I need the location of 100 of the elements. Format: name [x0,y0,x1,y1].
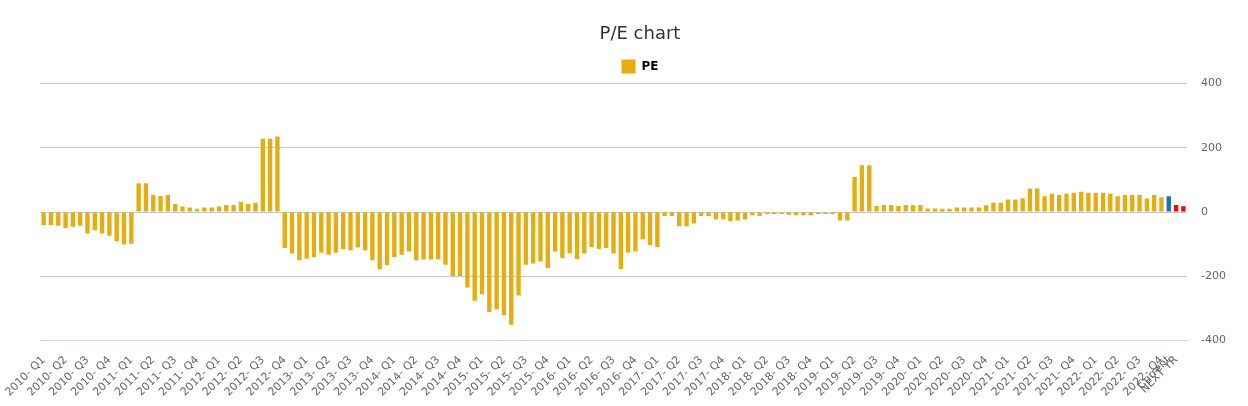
bar [399,212,404,255]
bar [428,212,434,260]
bar [472,212,477,301]
bar [56,212,61,226]
bar [1035,188,1040,212]
bar [874,205,879,212]
bar [414,212,419,261]
bar [728,212,733,222]
bar [246,204,251,212]
bar [231,205,236,212]
bar [392,212,397,258]
bar [560,212,565,259]
bar [530,212,536,264]
y-tick-label: -200 [1201,269,1226,283]
bar [267,138,273,212]
bar [216,206,222,212]
bar [77,212,83,226]
bar [589,212,594,248]
bar [662,212,667,216]
chart-title: P/E chart [599,22,681,44]
y-tick-label: 0 [1201,204,1209,218]
bar [867,165,872,212]
bar [845,212,850,221]
bar [1100,192,1106,212]
bar [604,212,609,249]
bar [348,212,353,251]
bar [523,212,529,265]
bar [99,212,105,234]
bar [552,212,558,252]
bar [63,212,68,229]
bar [1130,195,1135,212]
bar [983,205,989,212]
bar [655,212,660,248]
bar [1027,188,1033,212]
bar [158,196,163,212]
bar [567,212,572,254]
bar [1013,199,1018,212]
bar [165,195,171,212]
bar [1042,196,1047,212]
bar [991,202,996,212]
bar [625,212,631,253]
bar [1078,191,1084,212]
bar [1093,192,1098,212]
bar [940,208,945,212]
bar [202,207,207,212]
bar [757,212,762,216]
bar [311,212,317,258]
bar [918,205,923,212]
bar [881,205,887,212]
bar [1064,193,1069,212]
bar [326,212,331,255]
bar [998,202,1003,212]
bar [684,212,689,227]
bar [151,195,156,212]
bar [501,212,507,316]
bar [947,208,952,212]
bar [443,212,448,265]
bar [450,212,455,276]
bar [297,212,302,261]
bar [282,212,287,249]
bar [1137,195,1142,212]
bar [494,212,499,310]
bar [1071,192,1076,212]
bar [1122,195,1128,212]
bar [1166,196,1171,212]
bar [457,212,463,276]
bar [260,138,266,212]
bar [888,205,894,212]
bar [224,205,229,212]
bar [435,212,441,260]
y-tick-label: 400 [1201,76,1223,90]
bar [1108,193,1113,212]
bar [618,212,624,269]
bar [421,212,426,260]
bar [1049,193,1055,212]
bar [194,208,200,212]
bar [538,212,543,262]
bar [633,212,638,252]
bar [319,212,324,253]
bar [1005,199,1011,212]
bar [362,212,368,251]
bar [129,212,134,244]
bar [253,202,258,212]
bar [1086,192,1091,212]
bar [1020,198,1025,212]
bar [180,206,185,212]
bar [1173,205,1179,212]
bar [107,212,112,236]
bar [932,208,938,212]
bar [1151,195,1157,212]
bar [859,165,865,212]
bar [1159,197,1164,212]
bar [925,208,930,212]
bar [896,205,901,212]
bar [509,212,514,325]
bar [85,212,90,234]
bar [143,183,149,212]
bar [516,212,521,296]
y-tick-label: -400 [1201,333,1226,347]
bar [275,136,280,212]
